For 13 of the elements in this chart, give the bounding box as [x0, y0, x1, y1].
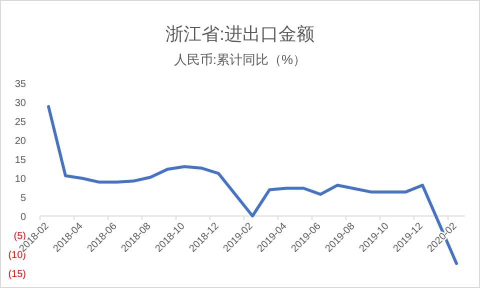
y-tick-label: 15	[14, 155, 26, 166]
y-tick-label: 25	[14, 117, 26, 128]
y-tick-label: 20	[14, 136, 26, 147]
chart-title: 浙江省:进出口金额	[165, 24, 315, 44]
y-tick-label: 0	[20, 212, 26, 223]
y-tick-label: 5	[20, 193, 26, 204]
y-tick-label: 30	[14, 98, 26, 109]
y-tick-label: 35	[14, 79, 26, 90]
line-series	[47, 105, 458, 265]
chart-subtitle: 人民币:累计同比（%）	[174, 52, 306, 67]
y-tick-label: 10	[14, 174, 26, 185]
y-tick-label: (10)	[8, 250, 26, 261]
y-tick-label: (15)	[8, 269, 26, 280]
